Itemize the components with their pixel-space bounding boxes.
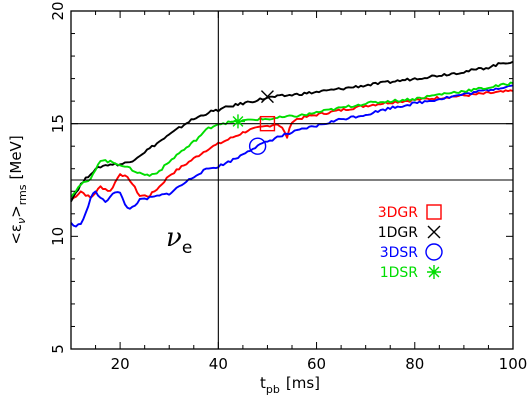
series-markers <box>230 90 276 155</box>
legend-label-3dsr: 3DSR <box>380 245 419 261</box>
series-line-1dgr <box>70 60 514 203</box>
y-tick-label: 20 <box>49 1 67 20</box>
series-marker-1dsr <box>230 114 245 129</box>
x-label-sub: pb <box>266 383 280 396</box>
y-label-close: > <box>7 205 25 218</box>
nu-subscript: e <box>182 238 192 258</box>
series-line-1dsr <box>70 81 514 198</box>
y-label-sub: rms <box>16 184 29 205</box>
x-tick-label: 60 <box>307 355 326 373</box>
neutrino-flavor-label: νe <box>166 223 192 258</box>
series-line-3dgr <box>70 89 514 201</box>
reference-lines <box>71 11 513 349</box>
x-label-main: t <box>260 374 266 392</box>
series-line-3dsr <box>70 84 514 228</box>
legend-marker-1dsr <box>427 265 441 279</box>
x-label-unit: [ms] <box>286 374 320 392</box>
legend-marker-3dgr <box>426 204 442 220</box>
legend-marker-3dsr <box>425 243 443 261</box>
y-label-main: <ε <box>7 224 25 245</box>
axis-ticks: 20 40 60 80 100 5 10 15 20 <box>49 1 527 373</box>
y-tick-label: 5 <box>49 344 67 354</box>
y-tick-label: 10 <box>49 227 67 246</box>
nu-symbol: ν <box>166 223 182 253</box>
legend-label-1dgr: 1DGR <box>378 225 419 241</box>
x-tick-label: 40 <box>209 355 228 373</box>
y-label-nu: ν <box>15 218 28 224</box>
legend-marker-1dgr <box>427 225 441 239</box>
y-tick-label: 15 <box>49 114 67 133</box>
series-marker-3dgr <box>259 115 276 132</box>
series-marker-3dsr <box>248 137 267 155</box>
y-label-unit: [MeV] <box>7 135 25 179</box>
x-axis-label: tpb [ms] <box>260 374 320 396</box>
x-tick-label: 80 <box>405 355 424 373</box>
y-axis-label: <εν>rms [MeV] <box>7 135 29 244</box>
x-tick-label: 20 <box>111 355 130 373</box>
legend: 3DGR 1DGR 3DSR 1DSR <box>378 204 443 281</box>
x-tick-label: 100 <box>499 355 528 373</box>
series-marker-1dgr <box>260 90 274 104</box>
legend-label-3dgr: 3DGR <box>378 205 419 221</box>
series-lines <box>70 60 514 228</box>
legend-label-1dsr: 1DSR <box>380 265 419 281</box>
